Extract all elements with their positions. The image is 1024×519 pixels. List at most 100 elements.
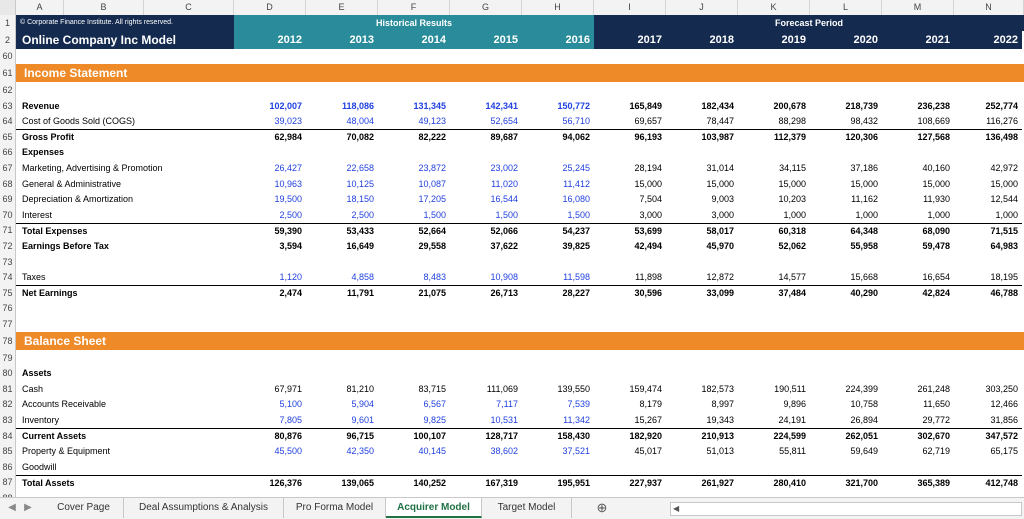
row-label[interactable]: Total Expenses [16, 222, 234, 239]
value-cell[interactable]: 39,825 [562, 240, 590, 251]
value-cell[interactable]: 1,500 [423, 209, 446, 220]
value-cell[interactable]: 59,649 [850, 446, 878, 457]
historical-results-header[interactable]: Historical Results [234, 15, 594, 31]
value-cell[interactable]: 70,082 [306, 129, 378, 145]
value-cell[interactable]: 10,125 [346, 178, 374, 189]
value-cell[interactable]: 37,484 [738, 285, 810, 301]
value-cell[interactable]: 25,245 [562, 162, 590, 173]
year-header[interactable]: 2014 [378, 30, 450, 49]
value-cell[interactable]: 23,002 [490, 162, 518, 173]
row-number[interactable]: 76 [0, 300, 16, 317]
row-number[interactable]: 68 [0, 175, 16, 192]
value-cell[interactable]: 55,958 [850, 240, 878, 251]
value-cell[interactable]: 48,004 [346, 116, 374, 127]
value-cell[interactable]: 51,013 [706, 446, 734, 457]
row-label[interactable]: Interest [22, 209, 53, 220]
year-header[interactable]: 2018 [666, 30, 738, 49]
value-cell[interactable]: 40,145 [418, 446, 446, 457]
value-cell[interactable]: 200,678 [773, 100, 806, 111]
value-cell[interactable]: 38,602 [490, 446, 518, 457]
value-cell[interactable]: 1,000 [783, 209, 806, 220]
row-label[interactable]: Depreciation & Amortization [22, 194, 134, 205]
value-cell[interactable]: 280,410 [738, 474, 810, 491]
value-cell[interactable]: 15,000 [634, 178, 662, 189]
value-cell[interactable]: 42,350 [346, 446, 374, 457]
value-cell[interactable]: 6,567 [423, 399, 446, 410]
column-header-g[interactable]: G [450, 0, 522, 15]
section-header[interactable]: Balance Sheet [16, 331, 1024, 350]
sheet-tab-acquirer-model[interactable]: Acquirer Model [386, 498, 482, 518]
value-cell[interactable]: 224,599 [738, 427, 810, 444]
value-cell[interactable]: 60,318 [738, 222, 810, 239]
column-header-d[interactable]: D [234, 0, 306, 15]
year-header[interactable]: 2019 [738, 30, 810, 49]
value-cell[interactable]: 15,000 [850, 178, 878, 189]
value-cell[interactable]: 7,805 [279, 414, 302, 425]
value-cell[interactable]: 224,399 [845, 383, 878, 394]
value-cell[interactable]: 18,195 [990, 272, 1018, 283]
value-cell[interactable]: 28,194 [634, 162, 662, 173]
value-cell[interactable]: 96,715 [306, 427, 378, 444]
year-header[interactable]: 2016 [522, 30, 594, 49]
value-cell[interactable]: 19,500 [274, 194, 302, 205]
value-cell[interactable]: 23,872 [418, 162, 446, 173]
value-cell[interactable]: 18,150 [346, 194, 374, 205]
value-cell[interactable]: 9,825 [423, 414, 446, 425]
value-cell[interactable]: 37,186 [850, 162, 878, 173]
value-cell[interactable]: 52,062 [778, 240, 806, 251]
value-cell[interactable]: 9,003 [711, 194, 734, 205]
row-number[interactable]: 72 [0, 238, 16, 254]
value-cell[interactable]: 52,654 [490, 116, 518, 127]
column-header-f[interactable]: F [378, 0, 450, 15]
value-cell[interactable]: 42,494 [634, 240, 662, 251]
row-label[interactable]: Cost of Goods Sold (COGS) [22, 116, 136, 127]
value-cell[interactable]: 140,252 [378, 474, 450, 491]
value-cell[interactable]: 302,670 [882, 427, 954, 444]
value-cell[interactable]: 111,069 [486, 383, 518, 394]
value-cell[interactable]: 53,699 [594, 222, 666, 239]
value-cell[interactable]: 12,872 [706, 272, 734, 283]
value-cell[interactable]: 1,000 [995, 209, 1018, 220]
value-cell[interactable]: 252,774 [985, 100, 1018, 111]
year-header[interactable]: 2021 [882, 30, 954, 49]
value-cell[interactable]: 116,276 [986, 116, 1018, 127]
value-cell[interactable]: 1,500 [495, 209, 518, 220]
column-header-j[interactable]: J [666, 0, 738, 15]
value-cell[interactable]: 11,898 [635, 272, 662, 283]
value-cell[interactable]: 22,658 [346, 162, 374, 173]
value-cell[interactable]: 365,389 [882, 474, 954, 491]
value-cell[interactable]: 31,014 [706, 162, 734, 173]
value-cell[interactable]: 9,601 [351, 414, 374, 425]
value-cell[interactable]: 2,500 [279, 209, 302, 220]
value-cell[interactable]: 195,951 [522, 474, 594, 491]
value-cell[interactable]: 24,191 [778, 414, 806, 425]
value-cell[interactable]: 96,193 [594, 129, 666, 145]
column-header-h[interactable]: H [522, 0, 594, 15]
value-cell[interactable]: 261,927 [666, 474, 738, 491]
row-number[interactable]: 66 [0, 144, 16, 161]
value-cell[interactable]: 26,894 [850, 414, 878, 425]
value-cell[interactable]: 49,123 [418, 116, 446, 127]
row-number[interactable]: 80 [0, 365, 16, 381]
row-label[interactable]: Taxes [22, 272, 46, 283]
value-cell[interactable]: 262,051 [810, 427, 882, 444]
value-cell[interactable]: 236,238 [917, 100, 950, 111]
value-cell[interactable]: 59,390 [234, 222, 306, 239]
row-number[interactable]: 67 [0, 160, 16, 176]
row-label[interactable]: Inventory [22, 414, 60, 425]
row-label[interactable]: Accounts Receivable [22, 399, 107, 410]
row-number[interactable]: 71 [0, 222, 16, 239]
value-cell[interactable]: 8,997 [711, 399, 734, 410]
value-cell[interactable]: 10,963 [274, 178, 302, 189]
row-label[interactable]: General & Administrative [22, 178, 122, 189]
value-cell[interactable]: 45,017 [634, 446, 662, 457]
row-number[interactable]: 65 [0, 129, 16, 145]
value-cell[interactable]: 3,000 [711, 209, 734, 220]
value-cell[interactable]: 167,319 [450, 474, 522, 491]
value-cell[interactable]: 42,824 [882, 285, 954, 301]
value-cell[interactable]: 55,811 [779, 446, 806, 457]
row-label[interactable]: Gross Profit [16, 129, 234, 145]
value-cell[interactable]: 321,700 [810, 474, 882, 491]
value-cell[interactable]: 26,713 [450, 285, 522, 301]
value-cell[interactable]: 15,267 [634, 414, 662, 425]
